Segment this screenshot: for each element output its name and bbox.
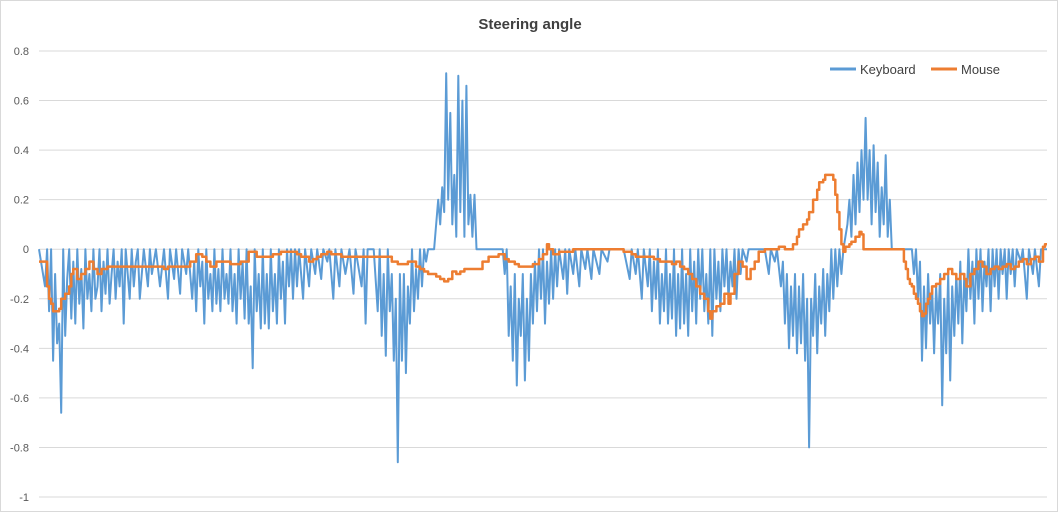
y-tick-label: 0.2	[14, 195, 29, 207]
y-tick-label: 0.6	[14, 96, 29, 108]
legend: Keyboard Mouse	[830, 62, 1000, 77]
y-tick-label: 0.8	[14, 46, 29, 58]
y-axis-tick-labels: 0.8 0.6 0.4 0.2 0 -0.2 -0.4 -0.6 -0.8 -1	[10, 46, 29, 504]
y-tick-label: -0.6	[10, 393, 29, 405]
y-tick-label: 0.4	[14, 145, 29, 157]
y-tick-label: -1	[19, 492, 29, 504]
plot-area	[38, 72, 1047, 464]
y-tick-label: -0.8	[10, 442, 29, 454]
series-line-mouse	[39, 173, 1047, 320]
y-tick-label: -0.4	[10, 343, 29, 355]
series-line-keyboard	[38, 72, 1047, 464]
y-tick-label: 0	[23, 244, 29, 256]
legend-label-keyboard: Keyboard	[860, 62, 916, 77]
legend-label-mouse: Mouse	[961, 62, 1000, 77]
chart-title: Steering angle	[478, 16, 581, 33]
y-tick-label: -0.2	[10, 294, 29, 306]
